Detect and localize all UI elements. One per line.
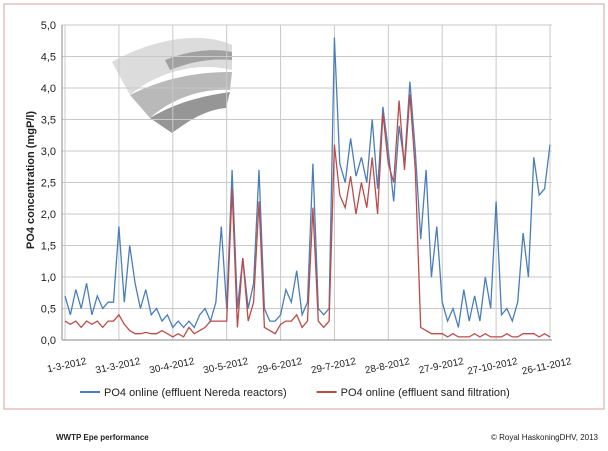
x-tick-label: 29-7-2012 bbox=[310, 356, 357, 376]
x-tick-label: 28-8-2012 bbox=[364, 356, 411, 376]
y-tick-label: 0,5 bbox=[41, 304, 56, 316]
footer-left: WWTP Epe performance bbox=[56, 433, 149, 442]
x-tick-label: 27-9-2012 bbox=[418, 356, 465, 376]
y-tick-label: 3,0 bbox=[41, 146, 56, 158]
footer-right: © Royal HaskoningDHV, 2013 bbox=[491, 433, 599, 442]
y-tick-label: 5,0 bbox=[41, 20, 56, 32]
y-tick-label: 0,0 bbox=[41, 335, 56, 347]
x-tick-label: 29-6-2012 bbox=[256, 356, 303, 376]
y-tick-label: 4,5 bbox=[41, 52, 56, 64]
chart: PO4 concentration (mgP/l) WWTP Epe perfo… bbox=[0, 0, 608, 451]
y-tick-label: 1,0 bbox=[41, 272, 56, 284]
y-tick-label: 2,5 bbox=[41, 178, 56, 190]
x-tick-label: 1-3-2012 bbox=[46, 356, 88, 375]
y-tick-label: 3,5 bbox=[41, 115, 56, 127]
x-tick-label: 30-5-2012 bbox=[202, 356, 249, 376]
legend-label: PO4 online (effluent sand filtration) bbox=[341, 387, 510, 399]
legend-label: PO4 online (effluent Nereda reactors) bbox=[104, 387, 287, 399]
y-tick-label: 4,0 bbox=[41, 83, 56, 95]
x-tick-label: 31-3-2012 bbox=[95, 356, 142, 376]
y-axis-label: PO4 concentration (mgP/l) bbox=[25, 111, 37, 249]
x-tick-label: 27-10-2012 bbox=[466, 356, 519, 377]
logo bbox=[112, 38, 232, 133]
x-tick-label: 30-4-2012 bbox=[149, 356, 196, 376]
y-tick-label: 2,0 bbox=[41, 209, 56, 221]
chart-frame bbox=[4, 4, 604, 409]
x-tick-label: 26-11-2012 bbox=[521, 356, 573, 377]
y-tick-label: 1,5 bbox=[41, 241, 56, 253]
